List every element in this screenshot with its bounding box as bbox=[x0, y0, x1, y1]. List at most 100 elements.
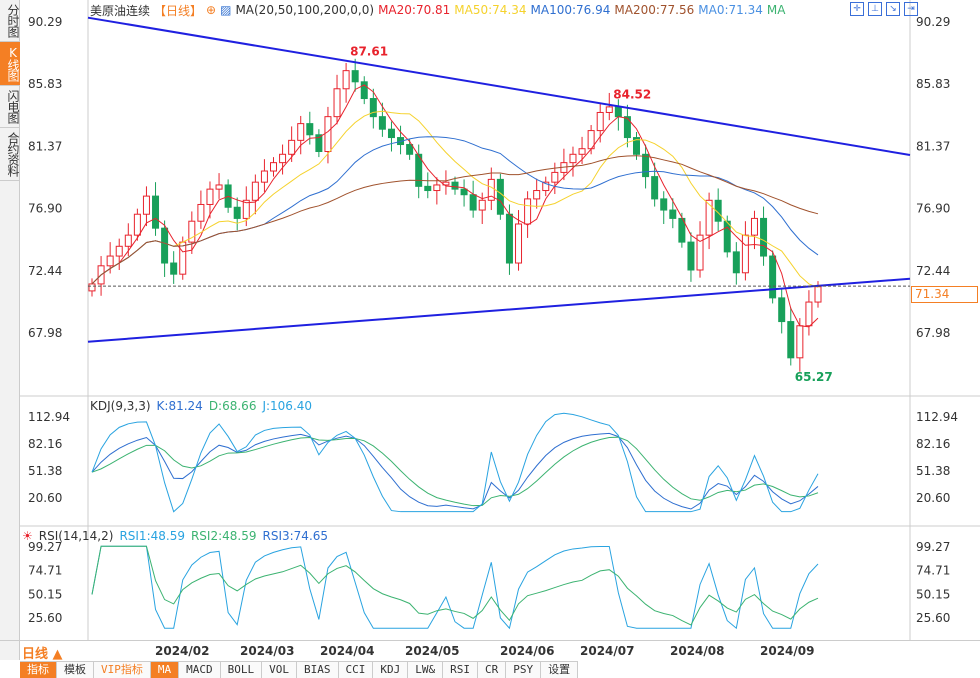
candlestick-chart[interactable]: 90.29 90.29 85.83 85.83 81.37 81.37 76.90 76.90… bbox=[0, 0, 980, 640]
tab-timeshare[interactable]: 分时图 bbox=[0, 0, 20, 42]
period-button[interactable]: 日线 ▲ bbox=[22, 647, 63, 662]
candle bbox=[242, 199, 250, 219]
extreme-label: 65.27 bbox=[795, 370, 833, 384]
indicator-tab-kdj[interactable]: KDJ bbox=[373, 662, 409, 678]
candle bbox=[578, 148, 586, 155]
kdj-tick-left: 20.60 bbox=[28, 491, 62, 505]
candle bbox=[451, 181, 459, 190]
rsi1-line bbox=[91, 545, 819, 630]
indicator-tab-ma[interactable]: MA bbox=[150, 662, 180, 678]
indicator-tab-boll[interactable]: BOLL bbox=[220, 662, 263, 678]
candle bbox=[796, 325, 804, 359]
indicator-tab-指标[interactable]: 指标 bbox=[20, 662, 57, 678]
indicator-tab-psy[interactable]: PSY bbox=[506, 662, 542, 678]
kdj-tick-right: 51.38 bbox=[916, 464, 950, 478]
candle bbox=[696, 234, 704, 271]
candle bbox=[651, 176, 659, 200]
price-tick-left: 81.37 bbox=[28, 139, 62, 153]
indicator-tab-设置[interactable]: 设置 bbox=[541, 662, 579, 678]
indicator-tab-lw&[interactable]: LW& bbox=[408, 662, 444, 678]
crosshair-icon[interactable]: ✛ bbox=[850, 2, 864, 16]
ma-tail: MA bbox=[766, 3, 786, 17]
time-tick: 2024/07 bbox=[580, 644, 635, 658]
indicator-tab-rsi[interactable]: RSI bbox=[443, 662, 478, 678]
price-tick-right: 81.37 bbox=[916, 139, 950, 153]
kdj-tick-right: 112.94 bbox=[916, 410, 958, 424]
candle bbox=[351, 70, 359, 83]
time-tick: 2024/04 bbox=[320, 644, 375, 658]
candle bbox=[569, 153, 577, 164]
indicator-tab-vip指标[interactable]: VIP指标 bbox=[94, 662, 151, 678]
indicator-tab-macd[interactable]: MACD bbox=[179, 662, 221, 678]
symbol-name: 美原油连续 bbox=[90, 3, 151, 18]
rsi2-line bbox=[91, 545, 819, 626]
candle bbox=[88, 283, 96, 292]
ma20-line bbox=[91, 84, 819, 328]
kdj-tick-left: 51.38 bbox=[28, 464, 62, 478]
candle bbox=[215, 184, 223, 190]
candle bbox=[496, 178, 504, 215]
indicator-tab-模板[interactable]: 模板 bbox=[57, 662, 94, 678]
indicator-tabbar: 指标 模板 VIP指标 MA MACD BOLL VOL BIAS CCI KDJ LW& RSI CR… bbox=[20, 661, 579, 678]
candle bbox=[115, 245, 123, 257]
price-tick-right: 67.98 bbox=[916, 326, 950, 340]
rsi-tick-left: 25.60 bbox=[28, 611, 62, 625]
ma20-value: MA20:70.81 bbox=[378, 3, 451, 17]
candle bbox=[769, 255, 777, 299]
kdj-tick-left: 112.94 bbox=[28, 410, 70, 424]
candle bbox=[133, 213, 141, 236]
chart-tools: ✛ ⊥ ↘ ⇥ bbox=[850, 2, 918, 16]
price-tick-right: 85.83 bbox=[916, 77, 950, 91]
candle bbox=[206, 188, 214, 205]
indicator-tab-cci[interactable]: CCI bbox=[338, 662, 374, 678]
indicator-icon[interactable]: ▨ bbox=[220, 3, 232, 17]
candle bbox=[233, 206, 241, 219]
candle bbox=[605, 106, 613, 113]
candle bbox=[750, 217, 758, 236]
goto-end-icon[interactable]: ⇥ bbox=[904, 2, 918, 16]
add-icon[interactable]: ⊕ bbox=[206, 3, 217, 17]
candle bbox=[660, 198, 668, 211]
indicator-tab-cr[interactable]: CR bbox=[478, 662, 507, 678]
range-icon[interactable]: ⊥ bbox=[868, 2, 882, 16]
candle bbox=[378, 116, 386, 130]
candle bbox=[778, 297, 786, 323]
candle bbox=[324, 116, 332, 153]
tab-kline[interactable]: K线图 bbox=[0, 42, 20, 86]
time-tick: 2024/06 bbox=[500, 644, 555, 658]
candle bbox=[270, 162, 277, 172]
indicator-tab-vol[interactable]: VOL bbox=[262, 662, 297, 678]
indicator-tab-bias[interactable]: BIAS bbox=[297, 662, 339, 678]
kdj-d: D:68.66 bbox=[208, 399, 257, 413]
kdj-k-line bbox=[91, 432, 819, 510]
zoom-icon[interactable]: ↘ bbox=[886, 2, 900, 16]
candle bbox=[387, 128, 395, 139]
kdj-j-line bbox=[91, 412, 819, 513]
price-tick-right: 72.44 bbox=[916, 264, 950, 278]
rsi-tick-left: 99.27 bbox=[28, 540, 62, 554]
candle bbox=[596, 111, 604, 132]
candle bbox=[142, 195, 150, 215]
settings-icon[interactable]: ☀ bbox=[22, 529, 33, 543]
candle bbox=[306, 123, 314, 136]
price-tick-left: 72.44 bbox=[28, 264, 62, 278]
candle bbox=[124, 234, 132, 247]
period-label[interactable]: 【日线】 bbox=[154, 3, 203, 18]
candle bbox=[487, 178, 495, 201]
kdj-tick-right: 20.60 bbox=[916, 491, 950, 505]
ma-params[interactable]: MA(20,50,100,200,0,0) bbox=[235, 3, 375, 17]
price-tick-left: 90.29 bbox=[28, 15, 62, 29]
time-axis bbox=[0, 640, 980, 660]
tab-flash[interactable]: 闪电图 bbox=[0, 86, 20, 128]
candle bbox=[288, 139, 296, 155]
candle bbox=[369, 98, 377, 118]
trendline-upper bbox=[87, 16, 911, 156]
candle bbox=[669, 209, 677, 219]
candle bbox=[406, 144, 414, 155]
tab-contract-info[interactable]: 合约资料 bbox=[0, 128, 20, 181]
candle bbox=[551, 171, 559, 183]
candle bbox=[705, 199, 713, 236]
ma100-value: MA100:76.94 bbox=[530, 3, 611, 17]
candle bbox=[251, 181, 259, 201]
view-tabs: 分时图 K线图 闪电图 合约资料 bbox=[0, 0, 20, 660]
